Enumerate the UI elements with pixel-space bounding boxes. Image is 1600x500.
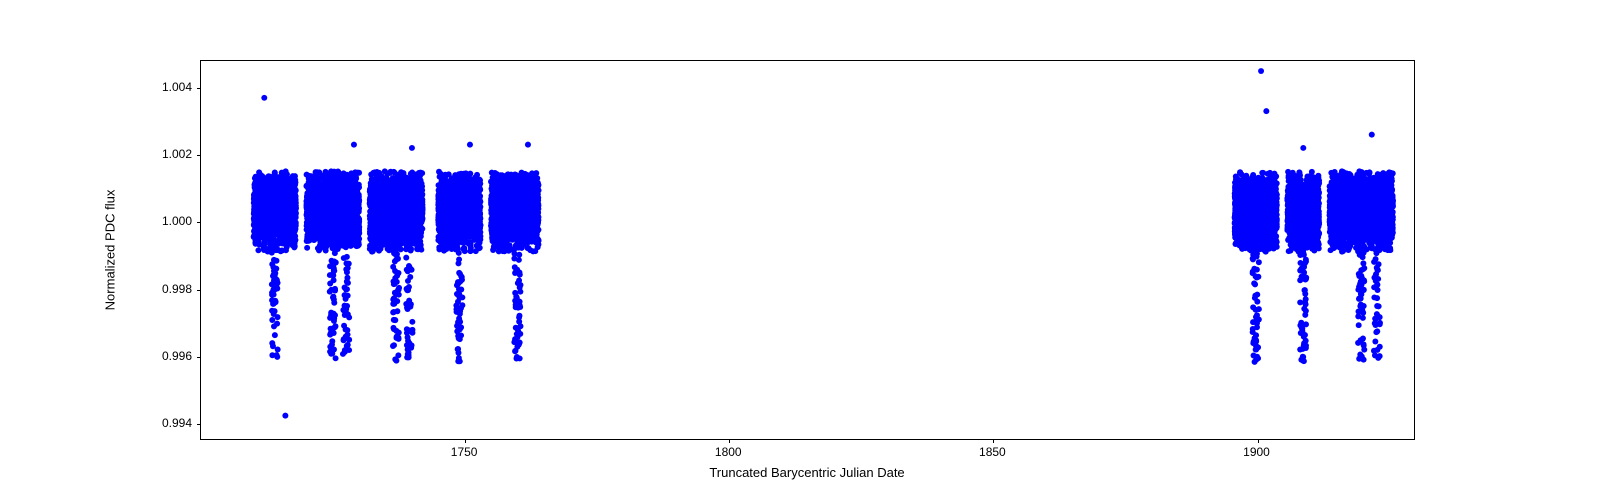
x-tick-mark [729, 439, 730, 443]
y-tick-mark [197, 290, 201, 291]
y-tick-label: 0.994 [162, 416, 192, 430]
y-tick-mark [197, 88, 201, 89]
plot-border [200, 60, 1415, 440]
y-tick-label: 1.002 [162, 147, 192, 161]
y-tick-mark [197, 424, 201, 425]
x-tick-label: 1750 [451, 445, 478, 459]
y-tick-mark [197, 222, 201, 223]
y-tick-label: 0.996 [162, 349, 192, 363]
scatter-points [201, 61, 1414, 439]
x-tick-mark [993, 439, 994, 443]
y-tick-mark [197, 357, 201, 358]
y-tick-label: 0.998 [162, 282, 192, 296]
x-axis-label: Truncated Barycentric Julian Date [709, 465, 904, 480]
x-tick-label: 1800 [715, 445, 742, 459]
x-tick-label: 1850 [979, 445, 1006, 459]
y-tick-mark [197, 155, 201, 156]
x-tick-mark [465, 439, 466, 443]
x-tick-label: 1900 [1243, 445, 1270, 459]
plot-area [200, 60, 1415, 440]
y-tick-label: 1.004 [162, 80, 192, 94]
x-tick-mark [1258, 439, 1259, 443]
y-axis-label: Normalized PDC flux [103, 190, 118, 311]
y-tick-label: 1.000 [162, 214, 192, 228]
